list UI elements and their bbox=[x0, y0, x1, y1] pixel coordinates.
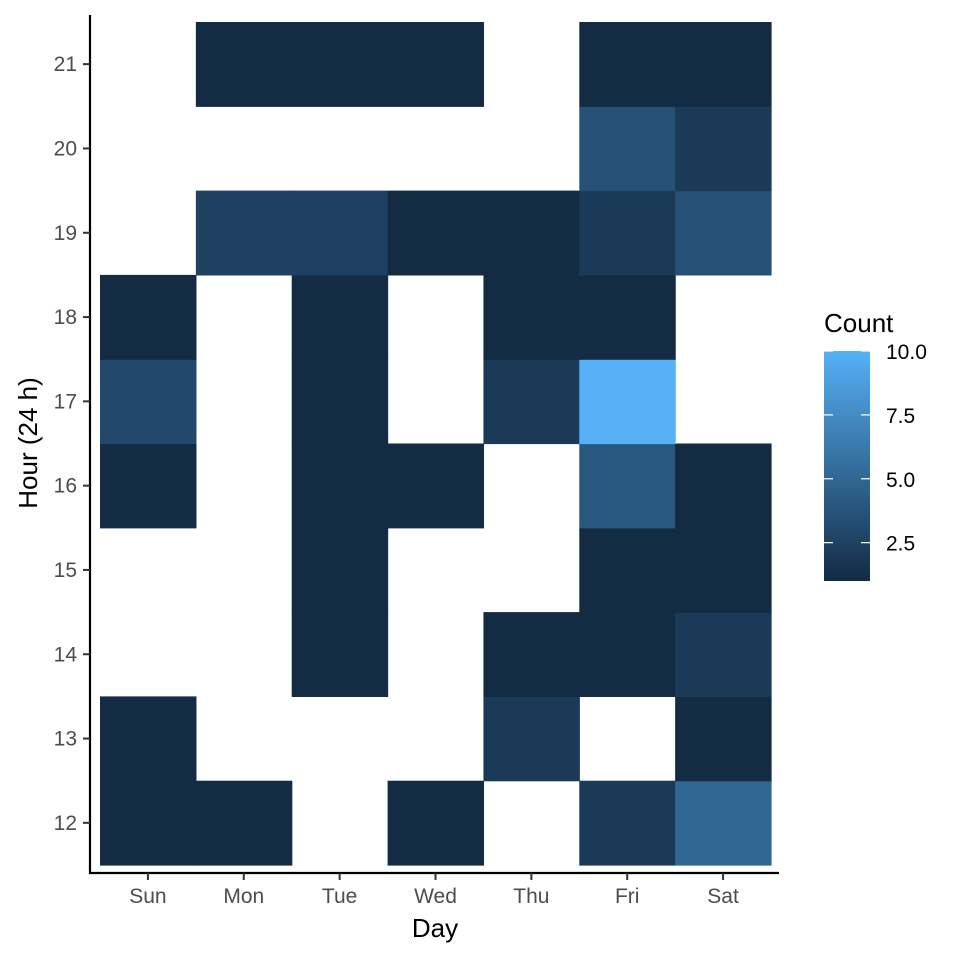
heatmap-cell-sun-17 bbox=[100, 359, 197, 445]
heatmap-cell-sat-12 bbox=[675, 780, 772, 866]
heatmap-cell-fri-15 bbox=[579, 527, 676, 613]
y-axis-ticks: 12 13 14 15 16 17 18 19 20 21 bbox=[54, 53, 90, 835]
heatmap-cell-fri-21 bbox=[579, 22, 676, 107]
heatmap-cell-fri-14 bbox=[579, 612, 676, 697]
heatmap-cell-mon-19 bbox=[195, 190, 293, 276]
heatmap-cell-fri-12 bbox=[579, 780, 676, 866]
axes bbox=[88, 15, 779, 875]
heatmap-cell-fri-17 bbox=[579, 359, 676, 445]
heatmap-cell-fri-20 bbox=[579, 106, 676, 192]
heatmap-cell-thu-13 bbox=[483, 696, 580, 782]
heatmap-cell-tue-21 bbox=[291, 22, 389, 107]
heatmap-cell-fri-18 bbox=[579, 274, 676, 360]
heatmap-cell-tue-18 bbox=[291, 274, 389, 360]
y-tick-label: 18 bbox=[54, 306, 77, 329]
heatmap-cell-sat-13 bbox=[675, 696, 772, 782]
legend: Count 2.5 5.0 7.5 10.0 bbox=[824, 308, 927, 581]
y-tick-label: 12 bbox=[54, 812, 77, 835]
heatmap-cell-wed-16 bbox=[387, 443, 485, 529]
legend-tick-label: 5.0 bbox=[886, 469, 915, 492]
heatmap-cell-tue-19 bbox=[291, 190, 389, 276]
y-axis-title: Hour (24 h) bbox=[13, 377, 43, 509]
heatmap-cell-sun-18 bbox=[100, 274, 197, 360]
heatmap-cell-thu-17 bbox=[483, 359, 580, 445]
heatmap-cell-mon-21 bbox=[195, 22, 293, 107]
legend-tick-label: 2.5 bbox=[886, 533, 915, 556]
heatmap-cells bbox=[100, 22, 772, 866]
legend-ticks: 2.5 5.0 7.5 10.0 bbox=[824, 341, 927, 556]
heatmap-cell-thu-19 bbox=[483, 190, 580, 276]
legend-tick-label: 10.0 bbox=[886, 341, 927, 364]
x-tick-label: Mon bbox=[223, 885, 264, 908]
heatmap-cell-sun-16 bbox=[100, 443, 197, 529]
heatmap-cell-wed-21 bbox=[387, 22, 485, 107]
heatmap-cell-sun-12 bbox=[100, 780, 197, 866]
y-tick-label: 15 bbox=[54, 559, 77, 582]
heatmap-cell-wed-19 bbox=[387, 190, 485, 276]
y-tick-label: 20 bbox=[54, 137, 77, 160]
heatmap-cell-sat-19 bbox=[675, 190, 772, 276]
x-tick-label: Sun bbox=[129, 885, 166, 908]
legend-tick-label: 7.5 bbox=[886, 405, 915, 428]
x-tick-label: Tue bbox=[322, 885, 357, 908]
heatmap-cell-fri-19 bbox=[579, 190, 676, 276]
heatmap-cell-sat-20 bbox=[675, 106, 772, 192]
y-tick-label: 17 bbox=[54, 390, 77, 413]
x-tick-label: Fri bbox=[615, 885, 640, 908]
y-tick-label: 13 bbox=[54, 728, 77, 751]
heatmap-cell-thu-14 bbox=[483, 612, 580, 697]
y-tick-label: 19 bbox=[54, 222, 77, 245]
x-axis-title: Day bbox=[412, 913, 458, 943]
x-tick-label: Thu bbox=[513, 885, 549, 908]
x-tick-label: Wed bbox=[414, 885, 457, 908]
x-tick-label: Sat bbox=[707, 885, 739, 908]
heatmap-cell-sat-21 bbox=[675, 22, 772, 107]
y-tick-label: 16 bbox=[54, 475, 77, 498]
heatmap-cell-mon-12 bbox=[195, 780, 293, 866]
heatmap-cell-wed-12 bbox=[387, 780, 485, 866]
heatmap-cell-thu-18 bbox=[483, 274, 580, 360]
legend-title: Count bbox=[824, 308, 894, 338]
heatmap-cell-tue-17 bbox=[291, 359, 389, 445]
heatmap-cell-tue-15 bbox=[291, 527, 389, 613]
heatmap-cell-sat-14 bbox=[675, 612, 772, 697]
heatmap-cell-tue-14 bbox=[291, 612, 389, 697]
heatmap-cell-sun-13 bbox=[100, 696, 197, 782]
legend-colorbar bbox=[824, 351, 870, 581]
y-tick-label: 14 bbox=[54, 643, 78, 666]
heatmap-cell-fri-16 bbox=[579, 443, 676, 529]
heatmap-cell-tue-16 bbox=[291, 443, 389, 529]
y-tick-label: 21 bbox=[54, 53, 77, 76]
heatmap-cell-sat-15 bbox=[675, 527, 772, 613]
heatmap-cell-sat-16 bbox=[675, 443, 772, 529]
x-axis-ticks: Sun Mon Tue Wed Thu Fri Sat bbox=[129, 873, 739, 908]
